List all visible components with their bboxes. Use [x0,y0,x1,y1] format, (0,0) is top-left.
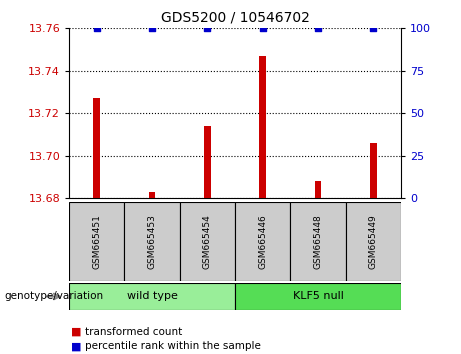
Text: genotype/variation: genotype/variation [5,291,104,302]
Bar [94,98,100,198]
Text: transformed count: transformed count [85,327,183,337]
Bar [235,202,290,281]
Bar [149,192,155,198]
Point [370,25,377,31]
Bar [124,202,180,281]
Text: GSM665451: GSM665451 [92,214,101,269]
Text: wild type: wild type [127,291,177,302]
Bar [370,143,377,198]
Text: GSM665449: GSM665449 [369,214,378,269]
Point [204,25,211,31]
Text: GSM665448: GSM665448 [313,214,323,269]
Text: ■: ■ [71,327,82,337]
Title: GDS5200 / 10546702: GDS5200 / 10546702 [161,10,309,24]
Bar [235,283,401,310]
Bar [290,202,346,281]
Text: GSM665453: GSM665453 [148,214,157,269]
Bar [346,202,401,281]
Text: GSM665454: GSM665454 [203,214,212,269]
Text: percentile rank within the sample: percentile rank within the sample [85,341,261,351]
Point [148,25,156,31]
Text: GSM665446: GSM665446 [258,214,267,269]
Bar [260,56,266,198]
Bar [69,202,124,281]
Bar [69,283,235,310]
Text: KLF5 null: KLF5 null [293,291,343,302]
Point [93,25,100,31]
Point [259,25,266,31]
Bar [315,181,321,198]
Bar [180,202,235,281]
Bar [204,126,211,198]
Point [314,25,322,31]
Text: ■: ■ [71,341,82,351]
